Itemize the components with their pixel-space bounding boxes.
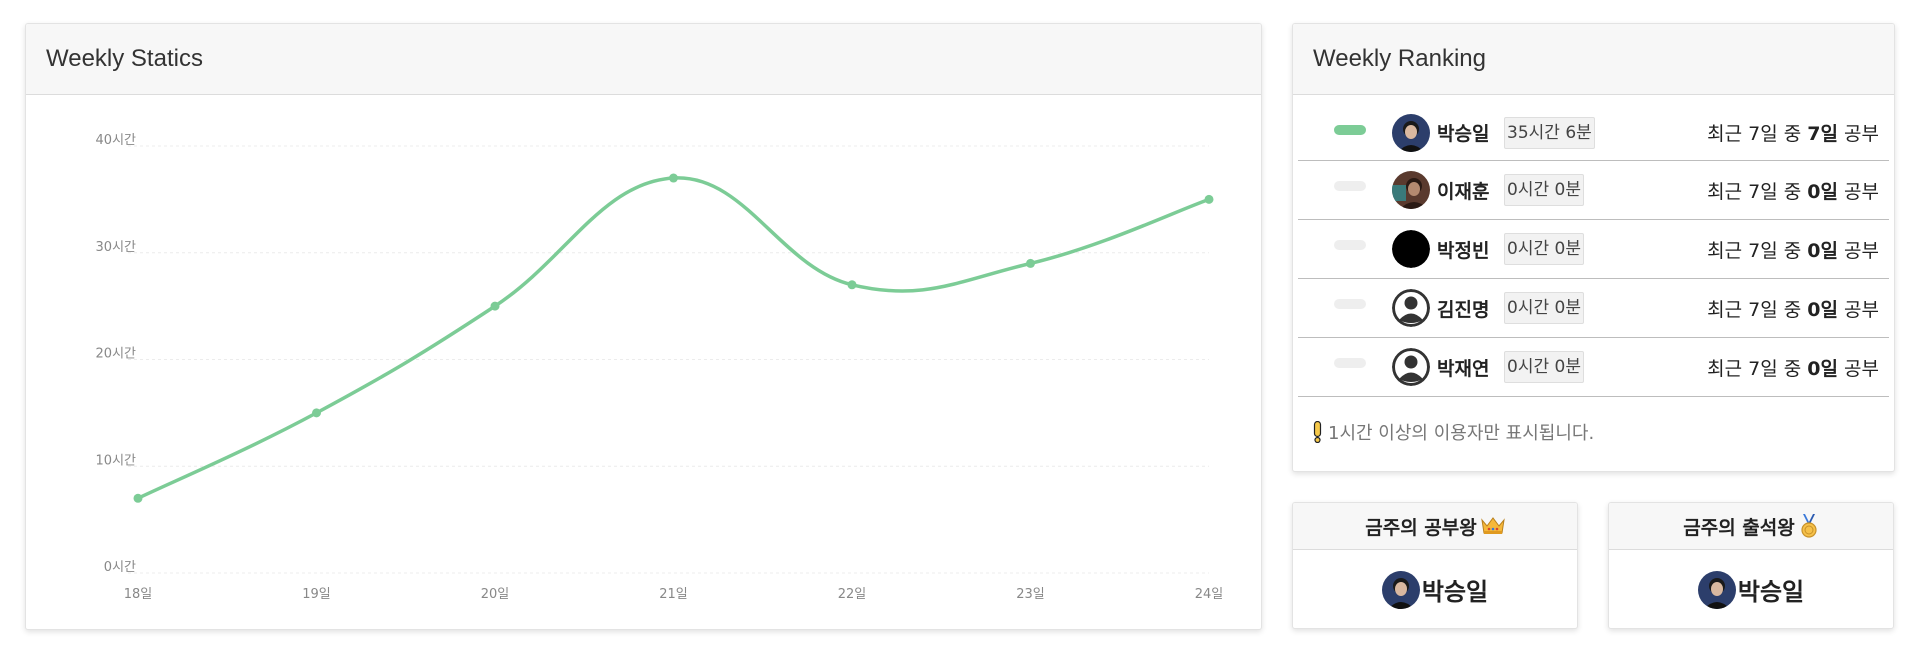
rank-progress-bar (1334, 240, 1366, 250)
study-king-header: 금주의 공부왕 (1293, 503, 1577, 550)
weekly-ranking-title: Weekly Ranking (1293, 24, 1894, 95)
weekly-ranking-card: Weekly Ranking 박승일 35시간 6분 최근 7일 중 7일 공부… (1292, 23, 1895, 472)
data-point[interactable] (847, 280, 857, 290)
data-point[interactable] (133, 493, 143, 503)
ranking-row: 이재훈 0시간 0분 최근 7일 중 0일 공부 (1298, 161, 1889, 220)
ranking-notice-text: 1시간 이상의 이용자만 표시됩니다. (1328, 423, 1595, 444)
ranking-row: 박재연 0시간 0분 최근 7일 중 0일 공부 (1298, 338, 1889, 397)
y-tick-label: 0시간 (104, 560, 136, 575)
attendance-king-name[interactable]: 박승일 (1737, 578, 1805, 606)
rank-progress-bar (1334, 299, 1366, 309)
rank-description: 최근 7일 중 0일 공부 (1707, 357, 1879, 380)
ranking-row: 박승일 35시간 6분 최근 7일 중 7일 공부 (1298, 105, 1889, 161)
data-point[interactable] (1204, 194, 1214, 204)
study-king-card: 금주의 공부왕 박승일 (1292, 502, 1578, 629)
default-user-icon (1392, 289, 1430, 327)
weekly-study-chart: 0시간 10시간 20시간 30시간 40시간 18일 19일 20일 21일 22일 23일 24일 (96, 133, 1224, 602)
study-king-name[interactable]: 박승일 (1421, 578, 1489, 606)
medal-icon (1799, 514, 1819, 538)
rank-user-name[interactable]: 박재연 (1437, 357, 1490, 380)
rank-progress-bar (1334, 125, 1366, 135)
x-tick-label: 19일 (302, 587, 331, 602)
rank-user-name[interactable]: 박정빈 (1437, 239, 1490, 262)
rank-time-badge: 0시간 0분 (1504, 292, 1584, 324)
data-point[interactable] (1026, 258, 1035, 268)
ranking-list: 박승일 35시간 6분 최근 7일 중 7일 공부 이재훈 0시간 0분 최근 … (1293, 105, 1894, 397)
rank-progress-bar (1334, 358, 1366, 368)
y-tick-label: 10시간 (96, 453, 137, 468)
exclamation-icon (1313, 420, 1322, 444)
x-tick-label: 22일 (838, 587, 867, 602)
rank-description: 최근 7일 중 7일 공부 (1707, 123, 1879, 145)
attendance-king-header: 금주의 출석왕 (1609, 503, 1893, 550)
ranking-row: 박정빈 0시간 0분 최근 7일 중 0일 공부 (1298, 220, 1889, 279)
weekly-statics-card: Weekly Statics 0시간 10시간 20시간 30시간 40시간 18일 19일… (25, 23, 1262, 630)
attendance-king-body: 박승일 (1609, 550, 1893, 628)
x-tick-label: 20일 (481, 587, 510, 602)
weekly-statics-title: Weekly Statics (26, 24, 1261, 95)
rank-user-name[interactable]: 이재훈 (1437, 180, 1490, 203)
photo-avatar (1381, 570, 1420, 609)
ranking-notice: 1시간 이상의 이용자만 표시됩니다. (1313, 419, 1894, 445)
rank-description: 최근 7일 중 0일 공부 (1707, 239, 1879, 262)
black-avatar (1392, 230, 1430, 268)
default-user-icon (1392, 348, 1430, 386)
x-tick-label: 23일 (1016, 587, 1045, 602)
study-king-title: 금주의 공부왕 (1365, 516, 1477, 539)
photo-avatar (1697, 570, 1736, 609)
study-king-body: 박승일 (1293, 550, 1577, 628)
photo-avatar (1392, 113, 1430, 152)
rank-progress-bar (1334, 181, 1366, 191)
data-point[interactable] (669, 173, 678, 183)
data-point[interactable] (490, 301, 500, 311)
data-point[interactable] (312, 408, 321, 418)
x-tick-label: 18일 (124, 587, 153, 602)
y-tick-label: 40시간 (96, 133, 137, 148)
rank-user-name[interactable]: 김진명 (1437, 298, 1490, 321)
x-tick-label: 21일 (659, 587, 688, 602)
y-tick-label: 20시간 (96, 347, 137, 362)
photo-avatar (1392, 171, 1430, 209)
rank-time-badge: 0시간 0분 (1504, 351, 1584, 383)
series-line (137, 176, 1210, 500)
y-tick-label: 30시간 (96, 240, 137, 255)
rank-time-badge: 0시간 0분 (1504, 174, 1584, 206)
rank-description: 최근 7일 중 0일 공부 (1707, 180, 1879, 203)
rank-time-badge: 35시간 6분 (1504, 116, 1595, 149)
attendance-king-title: 금주의 출석왕 (1683, 516, 1795, 539)
crown-icon (1480, 516, 1505, 536)
attendance-king-card: 금주의 출석왕 박승일 (1608, 502, 1894, 629)
ranking-row: 김진명 0시간 0분 최근 7일 중 0일 공부 (1298, 279, 1889, 338)
x-tick-label: 24일 (1195, 587, 1224, 602)
rank-user-name[interactable]: 박승일 (1437, 123, 1490, 145)
rank-time-badge: 0시간 0분 (1504, 233, 1584, 265)
rank-description: 최근 7일 중 0일 공부 (1707, 298, 1879, 321)
